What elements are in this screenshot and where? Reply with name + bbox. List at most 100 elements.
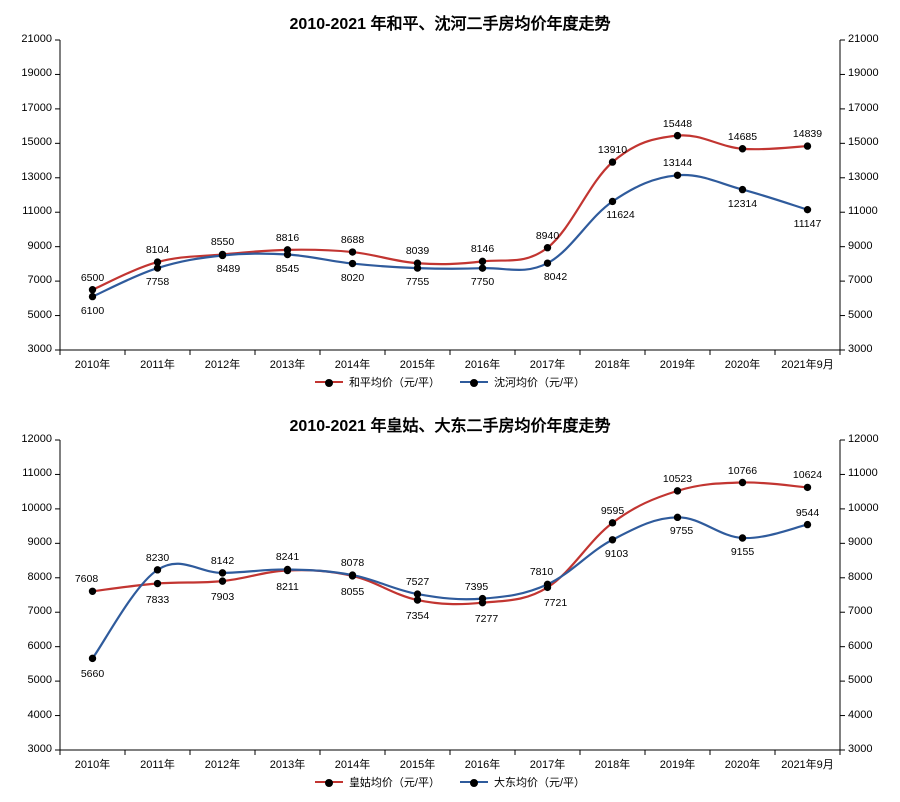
chart1-legend-item-0: 和平均价（元/平） — [315, 374, 440, 390]
chart2-legend-label-1: 大东均价（元/平） — [494, 774, 585, 790]
chart2-series-1-value-label: 9103 — [605, 548, 628, 560]
chart1-series-0-value-label: 6500 — [81, 272, 104, 284]
chart1-y2tick: 19000 — [848, 67, 879, 79]
chart2-series-0-marker — [739, 479, 745, 485]
chart1-legend-item-1: 沈河均价（元/平） — [460, 374, 585, 390]
chart2-svg — [60, 440, 840, 750]
chart1-series-1-marker — [739, 186, 745, 192]
chart2-series-1-marker — [609, 537, 615, 543]
chart1-series-1-value-label: 8020 — [341, 272, 364, 284]
chart2-series-0-value-label: 8055 — [341, 586, 364, 598]
chart1-series-0-value-label: 14839 — [793, 128, 822, 140]
chart2-xtick: 2021年9月 — [781, 756, 834, 772]
chart1-series-1-line — [93, 175, 808, 297]
chart1-ytick: 15000 — [2, 136, 52, 148]
circle-marker-icon — [470, 379, 478, 387]
chart2-y2tick: 9000 — [848, 536, 872, 548]
chart2-series-1-marker — [479, 595, 485, 601]
chart2-series-1-line — [93, 517, 808, 658]
chart1-ytick: 7000 — [2, 274, 52, 286]
chart1-ytick: 3000 — [2, 343, 52, 355]
chart2-series-1-marker — [414, 591, 420, 597]
chart1-series-0-marker — [154, 259, 160, 265]
chart1-series-0-value-label: 13910 — [598, 144, 627, 156]
chart2-ytick: 9000 — [2, 536, 52, 548]
chart1-legend: 和平均价（元/平） 沈河均价（元/平） — [0, 374, 900, 390]
chart1-series-1-value-label: 12314 — [728, 198, 757, 210]
chart2-xtick: 2017年 — [530, 756, 565, 772]
chart2-series-0-marker — [154, 580, 160, 586]
chart2-y2tick: 10000 — [848, 502, 879, 514]
chart1-xtick: 2017年 — [530, 356, 565, 372]
chart1-y2tick: 13000 — [848, 171, 879, 183]
chart1-series-1-value-label: 7755 — [406, 276, 429, 288]
chart2-legend-item-1: 大东均价（元/平） — [460, 774, 585, 790]
chart2-panel: 2010-2021 年皇姑、大东二手房均价年度走势300030004000400… — [0, 400, 900, 802]
chart2-series-1-marker — [544, 581, 550, 587]
chart2-series-0-line — [93, 482, 808, 604]
chart1-xtick: 2018年 — [595, 356, 630, 372]
chart2-series-1-marker — [89, 655, 95, 661]
chart2-ytick: 11000 — [2, 467, 52, 479]
chart1-y2tick: 3000 — [848, 343, 872, 355]
chart2-series-0-value-label: 10523 — [663, 473, 692, 485]
chart2-ytick: 5000 — [2, 674, 52, 686]
chart2-series-1-value-label: 7395 — [465, 581, 488, 593]
chart2-series-1-value-label: 8230 — [146, 552, 169, 564]
chart2-xtick: 2014年 — [335, 756, 370, 772]
chart2-series-1-value-label: 7527 — [406, 576, 429, 588]
chart1-series-0-value-label: 15448 — [663, 118, 692, 130]
chart1-series-1-value-label: 13144 — [663, 157, 692, 169]
chart2-series-1-marker — [284, 566, 290, 572]
chart1-ytick: 11000 — [2, 205, 52, 217]
chart1-xtick: 2011年 — [140, 356, 175, 372]
chart2-series-0-marker — [674, 488, 680, 494]
chart1-ytick: 21000 — [2, 33, 52, 45]
chart1-series-0-value-label: 8816 — [276, 232, 299, 244]
chart2-y2tick: 5000 — [848, 674, 872, 686]
chart1-series-1-marker — [219, 252, 225, 258]
chart1-y2tick: 7000 — [848, 274, 872, 286]
chart2-y2tick: 3000 — [848, 743, 872, 755]
chart2-ytick: 8000 — [2, 571, 52, 583]
chart1-series-1-marker — [414, 265, 420, 271]
chart2-y2tick: 8000 — [848, 571, 872, 583]
chart2-ytick: 6000 — [2, 640, 52, 652]
chart1-series-0-value-label: 8940 — [536, 230, 559, 242]
chart1-series-1-marker — [609, 198, 615, 204]
chart2-series-1-value-label: 9755 — [670, 525, 693, 537]
chart1-y2tick: 21000 — [848, 33, 879, 45]
chart2-xtick: 2013年 — [270, 756, 305, 772]
chart2-series-0-marker — [804, 484, 810, 490]
chart2-series-1-marker — [349, 572, 355, 578]
chart1-xtick: 2012年 — [205, 356, 240, 372]
chart2-xtick: 2018年 — [595, 756, 630, 772]
chart1-series-0-marker — [609, 159, 615, 165]
circle-marker-icon — [325, 779, 333, 787]
chart2-xtick: 2011年 — [140, 756, 175, 772]
chart1-series-1-value-label: 7758 — [146, 276, 169, 288]
chart1-legend-label-1: 沈河均价（元/平） — [494, 374, 585, 390]
chart1-legend-label-0: 和平均价（元/平） — [349, 374, 440, 390]
chart2-series-0-marker — [414, 597, 420, 603]
chart1-xtick: 2014年 — [335, 356, 370, 372]
chart2-series-0-marker — [219, 578, 225, 584]
chart1-ytick: 9000 — [2, 240, 52, 252]
chart2-series-0-value-label: 9595 — [601, 505, 624, 517]
chart2-series-1-value-label: 5660 — [81, 668, 104, 680]
chart2-y2tick: 4000 — [848, 709, 872, 721]
chart2-series-1-value-label: 7810 — [530, 566, 553, 578]
chart2-series-0-value-label: 7903 — [211, 591, 234, 603]
chart1-series-1-marker — [544, 260, 550, 266]
circle-marker-icon — [470, 779, 478, 787]
chart1-series-1-marker — [154, 265, 160, 271]
chart2-y2tick: 12000 — [848, 433, 879, 445]
chart1-series-0-marker — [804, 143, 810, 149]
chart2-series-1-value-label: 9544 — [796, 507, 819, 519]
chart1-series-1-marker — [674, 172, 680, 178]
chart1-series-0-value-label: 8550 — [211, 236, 234, 248]
chart1-ytick: 19000 — [2, 67, 52, 79]
chart2-y2tick: 11000 — [848, 467, 878, 479]
circle-marker-icon — [325, 379, 333, 387]
chart2-series-0-value-label: 7608 — [75, 573, 98, 585]
